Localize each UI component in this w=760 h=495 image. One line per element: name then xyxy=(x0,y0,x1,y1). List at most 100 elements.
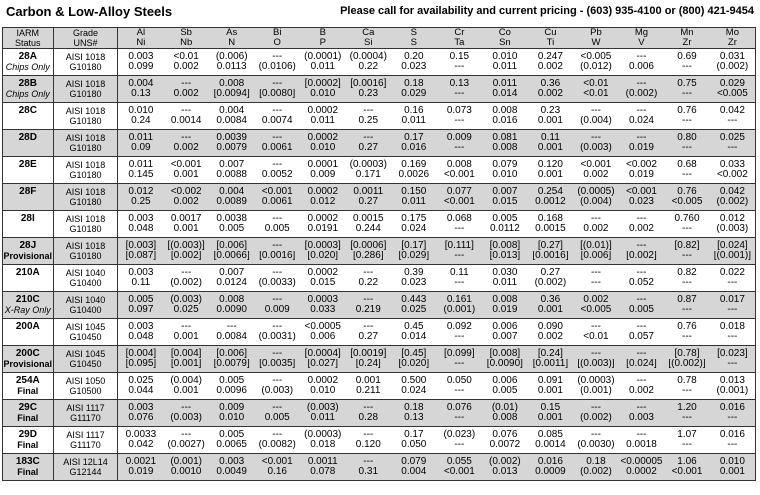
value-cell: (0.003) xyxy=(573,143,619,157)
value-cell: 0.013 xyxy=(709,372,756,386)
value-cell: 0.042 xyxy=(117,440,164,454)
value-cell: [0.008] xyxy=(482,345,528,359)
value-cell: 0.007 xyxy=(219,159,245,170)
column-header: Co xyxy=(482,27,528,38)
value-cell: [0.17] xyxy=(391,237,437,251)
value-cell: [0.029] xyxy=(391,251,437,265)
value-cell: 0.005 xyxy=(254,413,300,427)
value-cell: 0.018 xyxy=(299,440,346,454)
value-cell: 0.029 xyxy=(709,75,756,89)
value-cell: (0.002) xyxy=(163,278,209,292)
value-cell: [0.0016] xyxy=(345,75,392,89)
value-cell: <0.005 xyxy=(580,51,612,62)
value-cell: --- xyxy=(709,143,756,157)
sample-status: Provisional xyxy=(2,251,54,265)
value-cell: (0.0033) xyxy=(254,278,300,292)
column-header: Ni xyxy=(117,38,164,49)
value-cell: 0.11 xyxy=(527,129,574,143)
value-cell: (0.0031) xyxy=(254,332,300,346)
value-cell: <0.001 xyxy=(254,453,300,467)
value-cell: 0.09 xyxy=(117,143,164,157)
value-cell: --- xyxy=(436,89,483,103)
value-cell: [0.095] xyxy=(117,359,164,373)
value-cell: 0.042 xyxy=(709,102,756,116)
value-cell: <0.01 xyxy=(573,89,619,103)
value-cell: 0.004 xyxy=(219,105,245,116)
column-header: Cr xyxy=(436,27,483,38)
value-cell: --- xyxy=(636,321,647,332)
uns-cell: G10180 xyxy=(53,170,119,184)
sample-status: Provisional xyxy=(2,359,54,373)
value-cell: --- xyxy=(664,251,710,265)
table-row: 29C AISI 1117 0.003 --- 0.009 --- (0.003) --- 0.… xyxy=(2,399,756,413)
table-row: 28J AISI 1018 [0.003] [(0.003)] [0.006] --- [0… xyxy=(2,237,756,251)
value-cell: 0.014 xyxy=(391,332,437,346)
grade-cell: AISI 1040 xyxy=(53,264,119,278)
value-cell: 0.150 xyxy=(391,183,437,197)
sample-id: 28B xyxy=(2,75,54,89)
value-cell: 0.019 xyxy=(618,170,665,184)
uns-cell: G10400 xyxy=(53,305,119,319)
value-cell: 0.011 xyxy=(391,197,437,211)
value-cell: 0.092 xyxy=(446,321,472,332)
value-cell: <0.002 xyxy=(163,183,209,197)
value-cell: --- xyxy=(573,345,619,359)
value-cell: (0.0082) xyxy=(254,440,300,454)
value-cell: (0.0003) xyxy=(349,159,387,170)
uns-cell: G10450 xyxy=(53,332,119,346)
column-header: B xyxy=(299,27,346,38)
value-cell: 0.005 xyxy=(482,386,528,400)
sample-id: 29D xyxy=(2,426,54,440)
column-header: Mn xyxy=(664,27,710,38)
value-cell: --- xyxy=(436,359,483,373)
value-cell: [0.0006] xyxy=(345,237,392,251)
value-cell: 0.076 xyxy=(492,429,518,440)
table-row: G10180 0.09 0.002 0.0079 0.0061 0.010 0.27 0.01… xyxy=(2,143,756,157)
value-cell: 0.0002 xyxy=(307,267,339,278)
value-cell: --- xyxy=(709,305,756,319)
grade-cell: AISI 1018 xyxy=(53,210,119,224)
value-cell: 0.042 xyxy=(709,183,756,197)
value-cell: (0.012) xyxy=(573,62,619,76)
uns-cell: G10400 xyxy=(53,278,119,292)
value-cell: 0.050 xyxy=(446,375,472,386)
sample-status: Final xyxy=(2,440,54,454)
value-cell: 0.008 xyxy=(482,291,528,305)
value-cell: (0.004) xyxy=(573,197,619,211)
value-cell: --- xyxy=(636,51,647,62)
value-cell: 0.015 xyxy=(482,197,528,211)
value-cell: <0.00005 xyxy=(618,453,665,467)
value-cell: 0.011 xyxy=(299,116,346,130)
value-cell: 0.018 xyxy=(709,318,756,332)
value-cell: 0.22 xyxy=(345,62,392,76)
value-cell: 0.45 xyxy=(404,321,424,332)
value-cell: 0.0113 xyxy=(208,62,255,76)
value-cell: (0.0001) xyxy=(304,51,342,62)
column-header: Sn xyxy=(482,38,528,49)
table-row: 28A AISI 1018 0.003 <0.01 (0.006) --- (0.0001)… xyxy=(2,48,756,62)
value-cell: 0.022 xyxy=(709,264,756,278)
value-cell: 0.0096 xyxy=(208,386,255,400)
column-header: P xyxy=(299,38,346,49)
value-cell: --- xyxy=(573,278,619,292)
value-cell: 0.244 xyxy=(345,224,392,238)
value-cell: 0.011 xyxy=(128,159,154,170)
value-cell: [0.013] xyxy=(482,251,528,265)
value-cell: 0.005 xyxy=(219,429,245,440)
value-cell: [0.0004] xyxy=(299,345,346,359)
value-cell: [0.0035] xyxy=(254,359,300,373)
value-cell: 0.0061 xyxy=(254,143,300,157)
value-cell: --- xyxy=(664,62,710,76)
value-cell: 0.077 xyxy=(436,183,483,197)
value-cell: 0.010 xyxy=(299,89,346,103)
value-cell: --- xyxy=(363,105,374,116)
column-header: UNS# xyxy=(53,38,119,49)
value-cell: [0.099] xyxy=(436,345,483,359)
value-cell: --- xyxy=(436,332,483,346)
value-cell: (0.0004) xyxy=(349,51,387,62)
column-header: Ta xyxy=(436,38,483,49)
value-cell: 0.011 xyxy=(299,413,346,427)
value-cell: [0.0080] xyxy=(254,89,300,103)
value-cell: 0.22 xyxy=(345,278,392,292)
value-cell: 0.247 xyxy=(537,51,563,62)
